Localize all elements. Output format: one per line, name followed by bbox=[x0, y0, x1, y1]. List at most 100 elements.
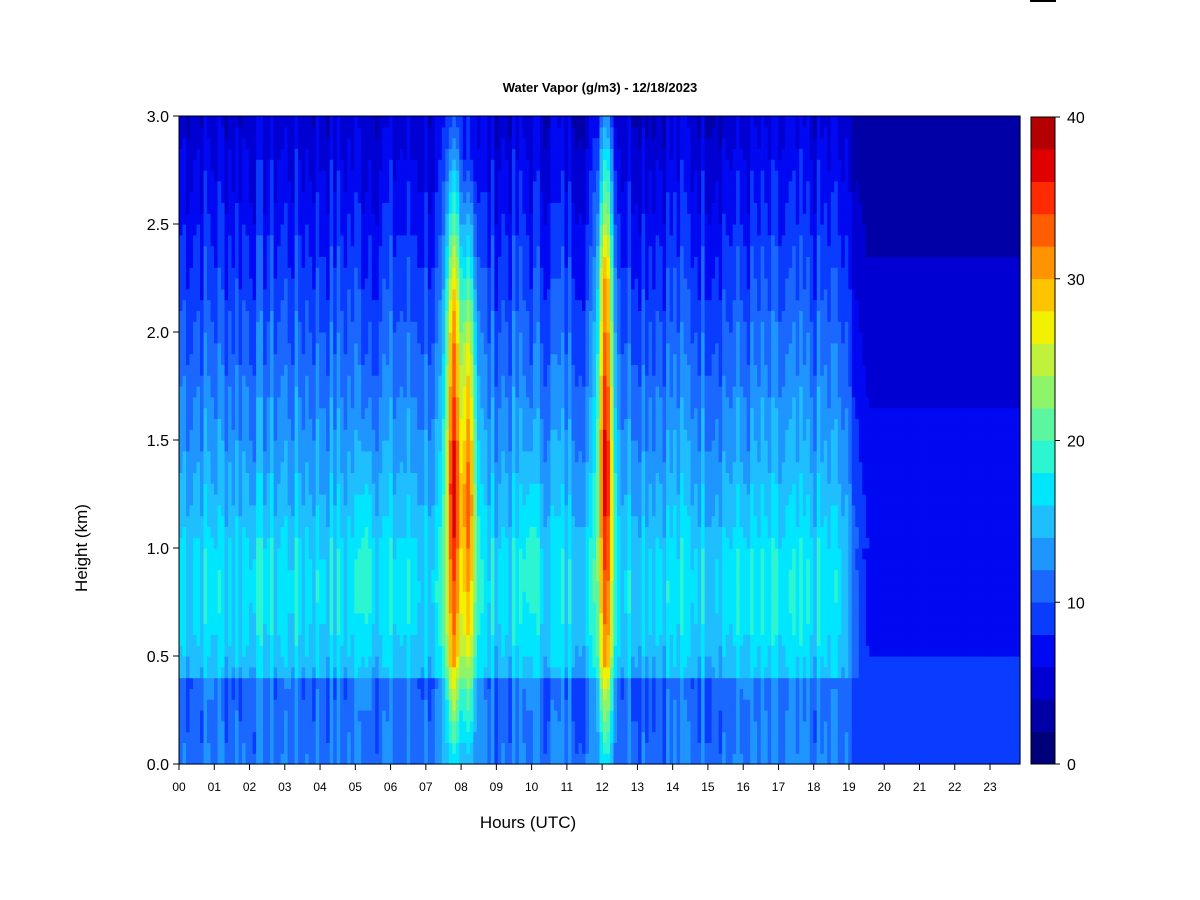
heatmap-cell bbox=[295, 732, 299, 743]
heatmap-cell bbox=[225, 602, 229, 613]
heatmap-cell bbox=[424, 505, 428, 516]
heatmap-cell bbox=[337, 688, 341, 699]
heatmap-cell bbox=[197, 548, 201, 559]
heatmap-cell bbox=[452, 159, 456, 170]
heatmap-cell bbox=[200, 678, 204, 689]
heatmap-cell bbox=[400, 127, 404, 138]
heatmap-cell bbox=[228, 310, 232, 321]
heatmap-cell bbox=[424, 235, 428, 246]
heatmap-cell bbox=[421, 256, 425, 267]
heatmap-cell bbox=[312, 310, 316, 321]
heatmap-cell bbox=[186, 332, 190, 343]
heatmap-cell bbox=[291, 375, 295, 386]
heatmap-cell bbox=[207, 267, 211, 278]
heatmap-cell bbox=[417, 624, 421, 635]
heatmap-cell bbox=[445, 300, 449, 311]
heatmap-cell bbox=[442, 332, 446, 343]
heatmap-cell bbox=[438, 408, 442, 419]
heatmap-cell bbox=[375, 148, 379, 159]
heatmap-cell bbox=[393, 678, 397, 689]
heatmap-cell bbox=[295, 138, 299, 149]
heatmap-cell bbox=[375, 537, 379, 548]
heatmap-cell bbox=[456, 213, 460, 224]
heatmap-cell bbox=[354, 321, 358, 332]
heatmap-cell bbox=[288, 753, 292, 764]
heatmap-cell bbox=[382, 516, 386, 527]
heatmap-cell bbox=[400, 440, 404, 451]
heatmap-cell bbox=[260, 526, 264, 537]
heatmap-cell bbox=[421, 321, 425, 332]
heatmap-cell bbox=[347, 678, 351, 689]
heatmap-cell bbox=[211, 537, 215, 548]
heatmap-cell bbox=[312, 645, 316, 656]
heatmap-cell bbox=[274, 213, 278, 224]
heatmap-cell bbox=[319, 170, 323, 181]
heatmap-cell bbox=[424, 570, 428, 581]
heatmap-cell bbox=[291, 613, 295, 624]
heatmap-cell bbox=[228, 688, 232, 699]
heatmap-cell bbox=[281, 181, 285, 192]
heatmap-cell bbox=[333, 213, 337, 224]
heatmap-cell bbox=[228, 321, 232, 332]
heatmap-cell bbox=[428, 159, 432, 170]
heatmap-cell bbox=[284, 505, 288, 516]
heatmap-cell bbox=[337, 278, 341, 289]
heatmap-cell bbox=[288, 667, 292, 678]
heatmap-cell bbox=[221, 408, 225, 419]
heatmap-cell bbox=[389, 645, 393, 656]
heatmap-cell bbox=[256, 127, 260, 138]
heatmap-cell bbox=[379, 235, 383, 246]
heatmap-cell bbox=[242, 397, 246, 408]
heatmap-cell bbox=[417, 418, 421, 429]
heatmap-cell bbox=[218, 192, 222, 203]
heatmap-cell bbox=[274, 192, 278, 203]
heatmap-cell bbox=[186, 678, 190, 689]
heatmap-cell bbox=[288, 526, 292, 537]
heatmap-cell bbox=[274, 429, 278, 440]
heatmap-cell bbox=[431, 213, 435, 224]
heatmap-cell bbox=[365, 386, 369, 397]
heatmap-cell bbox=[365, 667, 369, 678]
heatmap-cell bbox=[274, 451, 278, 462]
heatmap-cell bbox=[291, 397, 295, 408]
heatmap-cell bbox=[438, 192, 442, 203]
heatmap-cell bbox=[340, 526, 344, 537]
heatmap-cell bbox=[333, 418, 337, 429]
heatmap-cell bbox=[232, 732, 236, 743]
heatmap-cell bbox=[449, 289, 453, 300]
heatmap-cell bbox=[452, 138, 456, 149]
heatmap-cell bbox=[218, 148, 222, 159]
heatmap-cell bbox=[284, 213, 288, 224]
heatmap-cell bbox=[347, 516, 351, 527]
heatmap-cell bbox=[186, 224, 190, 235]
heatmap-cell bbox=[186, 570, 190, 581]
heatmap-cell bbox=[403, 462, 407, 473]
heatmap-cell bbox=[347, 505, 351, 516]
heatmap-cell bbox=[424, 645, 428, 656]
heatmap-cell bbox=[393, 300, 397, 311]
heatmap-cell bbox=[452, 634, 456, 645]
heatmap-cell bbox=[312, 181, 316, 192]
heatmap-cell bbox=[428, 408, 432, 419]
heatmap-cell bbox=[333, 451, 337, 462]
heatmap-cell bbox=[323, 732, 327, 743]
heatmap-cell bbox=[235, 688, 239, 699]
heatmap-cell bbox=[291, 300, 295, 311]
heatmap-cell bbox=[354, 116, 358, 127]
heatmap-cell bbox=[417, 332, 421, 343]
heatmap-cell bbox=[466, 408, 470, 419]
heatmap-cell bbox=[232, 343, 236, 354]
heatmap-cell bbox=[309, 559, 313, 570]
heatmap-cell bbox=[466, 634, 470, 645]
heatmap-cell bbox=[347, 138, 351, 149]
heatmap-cell bbox=[361, 451, 365, 462]
heatmap-cell bbox=[218, 462, 222, 473]
heatmap-cell bbox=[260, 483, 264, 494]
heatmap-cell bbox=[267, 451, 271, 462]
heatmap-cell bbox=[228, 548, 232, 559]
heatmap-cell bbox=[445, 354, 449, 365]
heatmap-cell bbox=[379, 624, 383, 635]
heatmap-cell bbox=[221, 699, 225, 710]
heatmap-cell bbox=[298, 559, 302, 570]
heatmap-cell bbox=[354, 526, 358, 537]
